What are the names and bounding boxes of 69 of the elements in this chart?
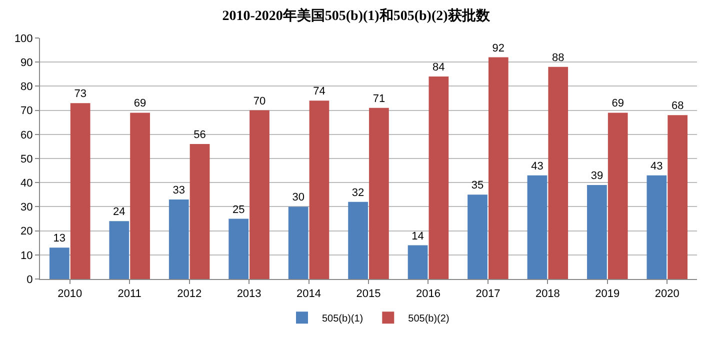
- bar: [646, 175, 667, 279]
- data-label: 56: [194, 129, 206, 142]
- bar: [548, 66, 568, 279]
- bar: [369, 108, 389, 279]
- data-label: 70: [253, 95, 266, 108]
- bar: [488, 57, 508, 279]
- x-tick-label: 2010: [58, 288, 82, 300]
- data-label: 25: [232, 204, 245, 216]
- data-label: 68: [671, 100, 684, 112]
- data-label: 24: [113, 206, 126, 218]
- x-tick-label: 2017: [476, 288, 500, 300]
- y-tick-label: 30: [20, 202, 33, 214]
- y-tick-label: 70: [20, 105, 33, 118]
- data-label: 92: [492, 42, 505, 54]
- data-label: 39: [590, 170, 604, 182]
- chart-title: 2010-2020年美国505(b)(1)和505(b)(2)获批数: [222, 7, 491, 24]
- y-tick-label: 60: [20, 129, 33, 142]
- y-tick-label: 40: [20, 177, 33, 190]
- bar: [190, 144, 210, 279]
- bar: [428, 76, 449, 279]
- x-tick-label: 2011: [118, 288, 142, 300]
- data-label: 69: [612, 98, 624, 110]
- bar: [668, 115, 688, 279]
- bar: [608, 112, 628, 279]
- bar: [130, 112, 150, 279]
- bar: [70, 103, 90, 279]
- y-tick-label: 90: [20, 56, 33, 69]
- x-tick-label: 2016: [416, 288, 440, 300]
- x-tick-label: 2015: [356, 288, 381, 300]
- x-tick-label: 2013: [236, 288, 262, 300]
- x-tick-label: 2014: [296, 288, 322, 300]
- bar: [468, 194, 488, 279]
- data-label: 13: [53, 232, 66, 245]
- bar: [288, 206, 308, 279]
- data-label: 43: [531, 160, 544, 172]
- bar: [228, 218, 249, 279]
- x-tick-label: 2018: [535, 288, 560, 300]
- bar: [250, 110, 270, 279]
- bar: [587, 185, 607, 279]
- data-label: 35: [471, 180, 484, 192]
- data-label: 30: [292, 192, 304, 204]
- data-label: 69: [134, 98, 146, 110]
- data-label: 33: [172, 184, 185, 196]
- data-label: 74: [313, 86, 326, 98]
- y-tick-label: 20: [20, 226, 33, 238]
- bar: [168, 199, 189, 279]
- y-tick-label: 50: [20, 153, 33, 166]
- bar: [309, 100, 330, 279]
- legend-label: 505(b)(1): [322, 314, 364, 324]
- bar: [49, 248, 70, 279]
- data-label: 32: [352, 186, 364, 199]
- data-label: 43: [650, 160, 663, 172]
- data-label: 14: [412, 230, 424, 242]
- bar: [408, 245, 428, 279]
- y-tick-label: 0: [26, 274, 33, 286]
- bar: [109, 221, 130, 279]
- data-label: 73: [74, 88, 86, 100]
- data-label: 88: [552, 52, 564, 64]
- bar: [527, 175, 548, 279]
- legend-label: 505(b)(2): [408, 314, 450, 324]
- data-label: 71: [372, 92, 386, 105]
- y-tick-label: 100: [14, 32, 33, 45]
- x-tick-label: 2020: [654, 288, 680, 300]
- data-label: 84: [432, 62, 445, 74]
- x-tick-label: 2019: [595, 288, 620, 300]
- y-tick-label: 80: [20, 81, 33, 94]
- y-tick-label: 10: [20, 250, 33, 262]
- bar: [348, 202, 368, 279]
- x-tick-label: 2012: [177, 288, 202, 300]
